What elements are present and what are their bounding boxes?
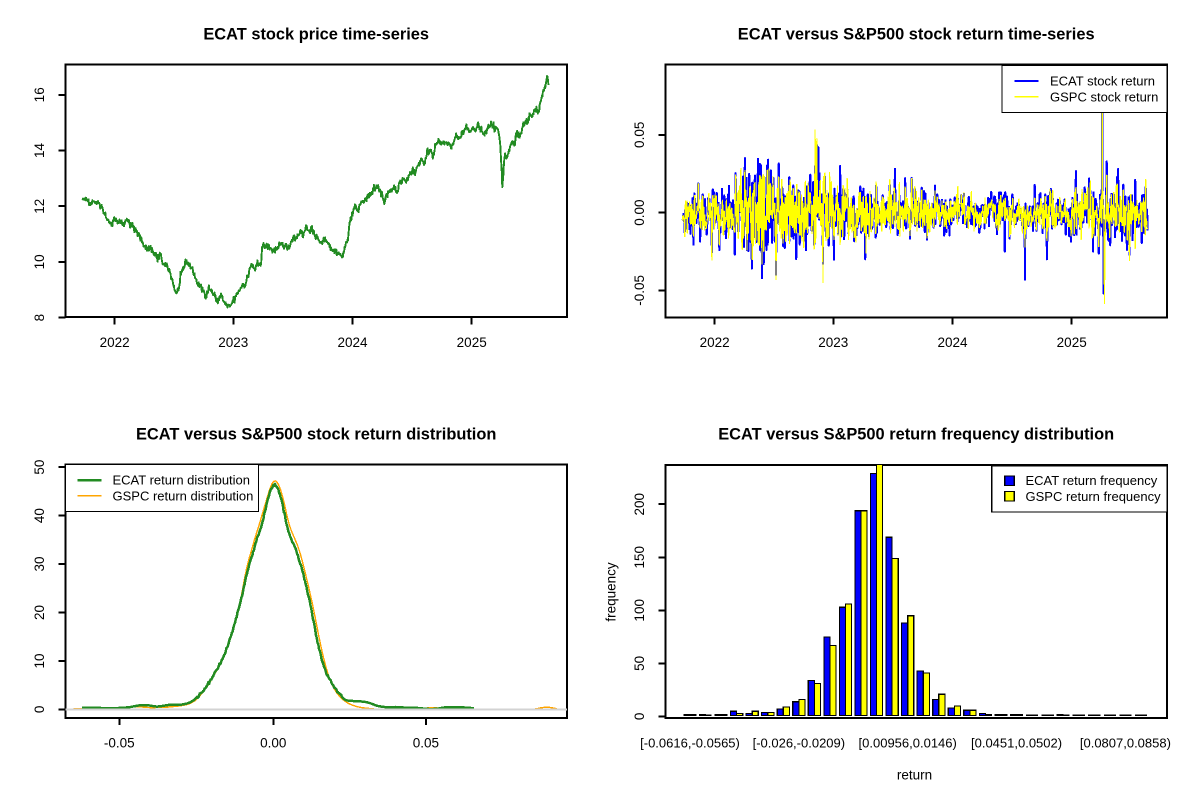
svg-text:10: 10	[32, 653, 47, 668]
svg-text:12: 12	[32, 199, 47, 214]
svg-text:50: 50	[632, 656, 647, 671]
svg-text:0: 0	[32, 706, 47, 714]
svg-text:[-0.0616,-0.0565): [-0.0616,-0.0565)	[640, 736, 740, 751]
svg-text:2022: 2022	[700, 335, 730, 350]
svg-text:[-0.026,-0.0209): [-0.026,-0.0209)	[753, 736, 846, 751]
svg-text:30: 30	[32, 557, 47, 572]
svg-text:[0.0451,0.0502): [0.0451,0.0502)	[971, 736, 1062, 751]
svg-text:ECAT stock return: ECAT stock return	[1050, 74, 1155, 89]
svg-text:frequency: frequency	[604, 562, 619, 622]
svg-text:0.05: 0.05	[413, 736, 439, 751]
svg-text:2025: 2025	[457, 335, 487, 350]
svg-text:10: 10	[32, 254, 47, 269]
svg-text:ECAT stock price time-series: ECAT stock price time-series	[203, 26, 429, 44]
svg-text:0.05: 0.05	[632, 122, 647, 148]
svg-text:0: 0	[632, 713, 647, 721]
svg-text:ECAT return frequency: ECAT return frequency	[1026, 473, 1158, 488]
svg-text:2023: 2023	[218, 335, 248, 350]
svg-text:GSPC stock return: GSPC stock return	[1050, 89, 1158, 104]
svg-text:ECAT versus S&P500 stock retur: ECAT versus S&P500 stock return time-ser…	[738, 26, 1095, 44]
svg-text:8: 8	[32, 314, 47, 322]
svg-text:ECAT return distribution: ECAT return distribution	[113, 473, 251, 488]
svg-text:40: 40	[32, 508, 47, 523]
svg-text:150: 150	[632, 546, 647, 569]
svg-text:2024: 2024	[937, 335, 968, 350]
svg-text:2023: 2023	[818, 335, 848, 350]
svg-text:GSPC return frequency: GSPC return frequency	[1026, 489, 1162, 504]
svg-text:ECAT versus S&P500 return freq: ECAT versus S&P500 return frequency dist…	[718, 426, 1114, 444]
svg-text:ECAT versus S&P500 stock retur: ECAT versus S&P500 stock return distribu…	[136, 426, 496, 444]
svg-text:return: return	[897, 768, 932, 783]
svg-text:2025: 2025	[1057, 335, 1087, 350]
svg-text:-0.05: -0.05	[104, 736, 135, 751]
svg-text:0.00: 0.00	[632, 199, 647, 225]
svg-text:16: 16	[32, 87, 47, 102]
svg-text:50: 50	[32, 460, 47, 475]
svg-text:[0.00956,0.0146): [0.00956,0.0146)	[859, 736, 957, 751]
svg-text:0.00: 0.00	[260, 736, 286, 751]
svg-text:2024: 2024	[337, 335, 368, 350]
svg-text:2022: 2022	[100, 335, 130, 350]
svg-text:200: 200	[632, 493, 647, 516]
svg-text:-0.05: -0.05	[632, 275, 647, 306]
svg-text:100: 100	[632, 599, 647, 622]
svg-text:GSPC return distribution: GSPC return distribution	[113, 488, 254, 503]
svg-text:[0.0807,0.0858): [0.0807,0.0858)	[1080, 736, 1171, 751]
svg-text:14: 14	[32, 143, 47, 159]
svg-text:20: 20	[32, 605, 47, 620]
